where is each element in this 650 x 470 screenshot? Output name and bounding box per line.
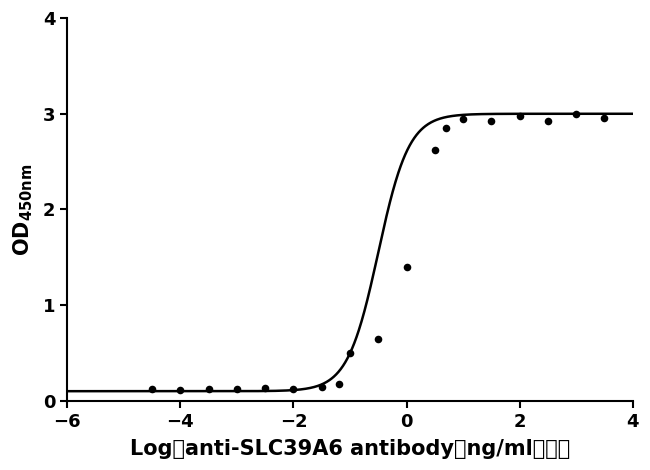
Point — [543, 118, 553, 125]
Point — [344, 349, 355, 357]
Point — [288, 385, 298, 393]
Point — [458, 115, 468, 122]
Y-axis label: OD$_\mathbf{450nm}$: OD$_\mathbf{450nm}$ — [11, 163, 34, 256]
Point — [571, 110, 581, 118]
Point — [232, 385, 242, 393]
Point — [599, 114, 610, 121]
Point — [333, 381, 344, 388]
Point — [486, 118, 497, 125]
Point — [430, 146, 440, 154]
Point — [176, 386, 186, 394]
Point — [203, 385, 214, 393]
Point — [441, 125, 451, 132]
Point — [317, 384, 327, 391]
Point — [373, 335, 384, 342]
X-axis label: Log（anti-SLC39A6 antibody（ng/ml）　）: Log（anti-SLC39A6 antibody（ng/ml） ） — [130, 439, 570, 459]
Point — [401, 263, 411, 271]
Point — [260, 384, 270, 392]
Point — [514, 112, 525, 119]
Point — [147, 385, 157, 393]
